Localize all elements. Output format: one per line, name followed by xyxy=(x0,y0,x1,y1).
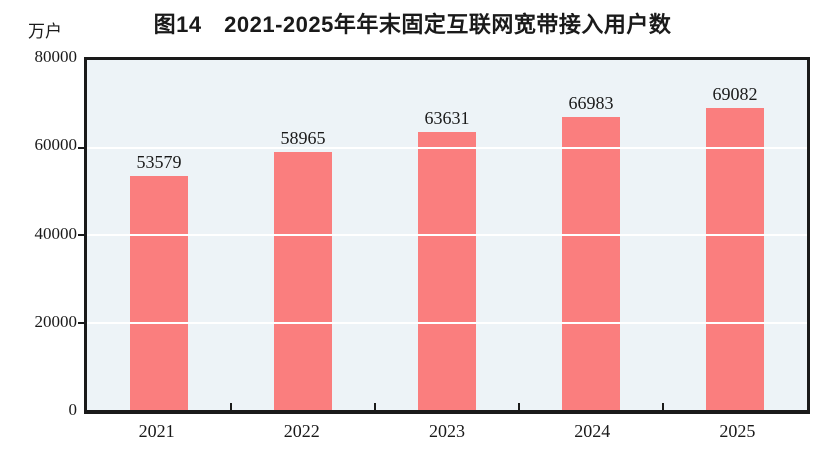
y-axis-tick-label: 80000 xyxy=(34,47,78,66)
y-tick-mark xyxy=(78,234,84,236)
y-axis-unit-label: 万户 xyxy=(28,22,62,41)
x-axis-tick-label: 2022 xyxy=(283,421,320,441)
x-tick-mark xyxy=(374,403,376,410)
y-axis-tick-label: 40000 xyxy=(34,223,78,243)
x-tick-mark xyxy=(662,403,664,410)
bar-column: 69082 xyxy=(663,60,807,410)
x-axis-tick-label: 2025 xyxy=(719,421,756,441)
bar-column: 66983 xyxy=(519,60,663,410)
y-axis-tick-label: 0 xyxy=(68,400,78,419)
x-tick-mark xyxy=(518,403,520,410)
gridline xyxy=(87,321,807,324)
bar xyxy=(418,131,476,410)
bar xyxy=(274,152,332,410)
y-tick-mark xyxy=(78,146,84,149)
bar-value-label: 69082 xyxy=(712,83,758,104)
x-axis-tick-label: 2024 xyxy=(574,421,611,441)
x-tick-mark xyxy=(230,403,232,410)
bars-row: 53579 58965 63631 66983 69082 xyxy=(87,60,807,410)
gridline xyxy=(87,234,807,236)
bar-column: 63631 xyxy=(375,60,519,410)
bar-column: 58965 xyxy=(231,60,375,410)
bar xyxy=(706,107,764,410)
y-axis-tick-label: 60000 xyxy=(34,135,78,155)
x-axis-tick-label: 2023 xyxy=(429,421,465,441)
y-axis-labels: 0 20000 40000 60000 80000 xyxy=(0,47,78,419)
bar-value-label: 63631 xyxy=(424,107,470,128)
bar xyxy=(130,175,188,410)
bar-value-label: 58965 xyxy=(280,128,326,149)
gridline xyxy=(87,146,807,149)
bar-value-label: 53579 xyxy=(136,151,182,172)
x-axis-tick-label: 2021 xyxy=(138,421,175,441)
bar xyxy=(562,116,620,410)
bar-column: 53579 xyxy=(87,60,231,410)
chart-title: 图14 2021-2025年年末固定互联网宽带接入用户数 xyxy=(153,12,672,37)
y-axis-tick-label: 20000 xyxy=(34,311,78,331)
x-axis-labels: 2021 2022 2023 2024 2025 xyxy=(84,421,810,442)
bar-value-label: 66983 xyxy=(568,92,614,113)
plot-area: 53579 58965 63631 66983 69082 xyxy=(78,57,810,414)
y-tick-mark xyxy=(78,321,84,324)
